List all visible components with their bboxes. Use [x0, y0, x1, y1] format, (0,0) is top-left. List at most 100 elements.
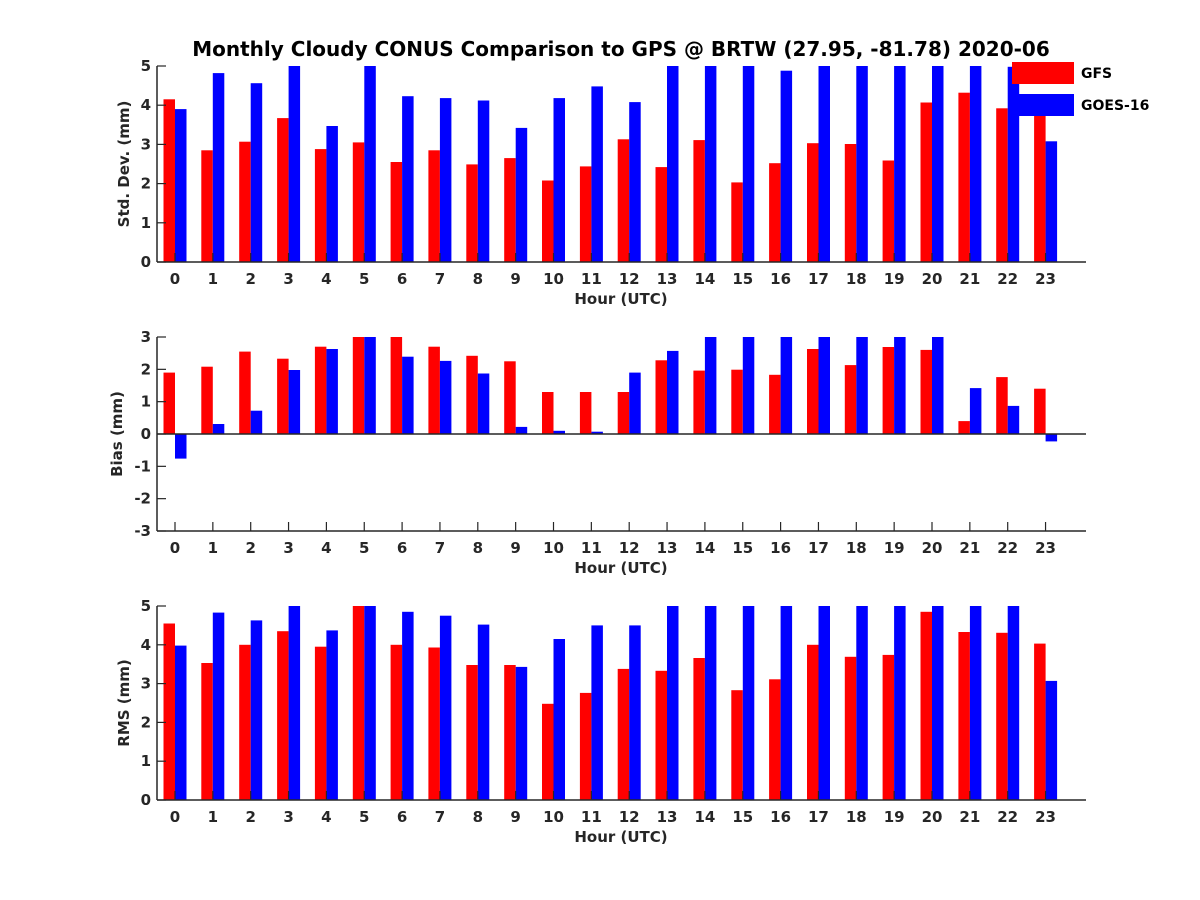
x-tick-label: 2 [245, 539, 255, 557]
x-tick-label: 5 [359, 808, 369, 826]
bar-gfs-hour-11 [579, 692, 592, 800]
bar-goes-16-hour-7 [439, 615, 452, 800]
bar-goes-16-hour-18 [856, 337, 868, 434]
x-tick-label: 18 [846, 808, 867, 826]
bar-goes-16-hour-21 [969, 606, 982, 800]
bar-goes-16-hour-14 [704, 337, 717, 434]
bar-gfs-hour-2 [239, 644, 251, 800]
bar-goes-16-hour-18 [856, 606, 868, 800]
x-tick-label: 11 [581, 808, 602, 826]
bar-goes-16-hour-8 [477, 100, 490, 262]
bar-gfs-hour-4 [314, 646, 327, 800]
bar-goes-16-hour-10 [553, 639, 565, 800]
bar-goes-16-hour-16 [780, 337, 793, 434]
bar-gfs-hour-23 [1034, 388, 1046, 434]
legend-swatch-goes-16 [1012, 94, 1074, 116]
x-tick-label: 13 [657, 539, 678, 557]
x-tick-label: 9 [510, 270, 520, 288]
x-tick-label: 5 [359, 539, 369, 557]
bar-gfs-hour-10 [542, 180, 554, 262]
bar-goes-16-hour-20 [932, 337, 944, 434]
bar-goes-16-hour-4 [326, 126, 338, 262]
bar-gfs-hour-21 [958, 632, 970, 800]
bar-gfs-hour-19 [882, 160, 895, 262]
y-tick-label: 1 [141, 393, 151, 411]
bar-gfs-hour-3 [277, 631, 289, 800]
x-tick-label: 18 [846, 270, 867, 288]
bar-goes-16-hour-2 [250, 410, 263, 434]
y-tick-label: 2 [141, 360, 151, 378]
bar-gfs-hour-14 [693, 370, 705, 434]
bar-goes-16-hour-10 [553, 430, 565, 434]
x-tick-label: 7 [435, 808, 445, 826]
x-tick-label: 15 [732, 808, 753, 826]
bar-goes-16-hour-8 [477, 373, 490, 434]
bar-goes-16-hour-19 [894, 337, 906, 434]
y-tick-label: -2 [134, 490, 151, 508]
bar-gfs-hour-10 [542, 703, 554, 800]
x-tick-label: 13 [657, 270, 678, 288]
bar-gfs-hour-12 [617, 139, 630, 262]
bar-goes-16-hour-12 [629, 102, 641, 262]
bar-gfs-hour-12 [617, 668, 630, 800]
bar-gfs-hour-5 [352, 337, 365, 434]
bar-goes-16-hour-15 [742, 337, 755, 434]
bar-goes-16-hour-1 [212, 73, 225, 262]
bar-gfs-hour-14 [693, 658, 705, 800]
y-axis-label: RMS (mm) [115, 659, 133, 746]
y-tick-label: 3 [141, 328, 151, 346]
x-tick-label: 8 [473, 808, 483, 826]
x-tick-label: 1 [208, 808, 218, 826]
bar-gfs-hour-6 [390, 162, 403, 262]
bar-goes-16-hour-10 [553, 98, 565, 262]
x-tick-label: 11 [581, 539, 602, 557]
x-tick-label: 8 [473, 270, 483, 288]
bar-gfs-hour-6 [390, 337, 403, 434]
bar-goes-16-hour-14 [704, 606, 717, 800]
x-tick-label: 10 [543, 270, 564, 288]
bar-goes-16-hour-1 [212, 424, 225, 434]
x-tick-label: 11 [581, 270, 602, 288]
y-tick-label: 2 [141, 713, 151, 731]
bar-gfs-hour-20 [920, 349, 932, 434]
y-tick-label: 5 [141, 597, 151, 615]
bar-gfs-hour-1 [201, 150, 213, 262]
bar-goes-16-hour-20 [932, 606, 944, 800]
x-tick-label: 3 [283, 270, 293, 288]
y-tick-label: 0 [141, 791, 151, 809]
x-tick-label: 20 [922, 270, 943, 288]
x-tick-label: 9 [510, 539, 520, 557]
x-tick-label: 18 [846, 539, 867, 557]
x-tick-label: 14 [694, 539, 715, 557]
x-tick-label: 0 [170, 539, 180, 557]
x-tick-label: 6 [397, 270, 407, 288]
x-tick-label: 13 [657, 808, 678, 826]
bar-goes-16-hour-8 [477, 624, 490, 800]
x-tick-label: 14 [694, 270, 715, 288]
bar-goes-16-hour-22 [1007, 606, 1020, 800]
x-tick-label: 20 [922, 539, 943, 557]
bar-goes-16-hour-5 [364, 606, 376, 800]
bar-goes-16-hour-9 [515, 127, 528, 263]
x-tick-label: 9 [510, 808, 520, 826]
x-tick-label: 19 [884, 808, 905, 826]
bar-gfs-hour-9 [504, 665, 516, 800]
x-tick-label: 7 [435, 539, 445, 557]
bar-goes-16-hour-18 [856, 66, 868, 262]
bar-gfs-hour-11 [579, 166, 592, 262]
y-axis-label: Bias (mm) [108, 391, 126, 477]
x-tick-label: 7 [435, 270, 445, 288]
bar-goes-16-hour-20 [932, 66, 944, 262]
bar-goes-16-hour-19 [894, 66, 906, 262]
legend-label-goes-16: GOES-16 [1081, 98, 1149, 114]
x-tick-label: 6 [397, 539, 407, 557]
bar-gfs-hour-7 [428, 346, 440, 434]
x-tick-label: 20 [922, 808, 943, 826]
bar-gfs-hour-20 [920, 102, 932, 262]
bar-gfs-hour-23 [1034, 109, 1046, 262]
bar-gfs-hour-19 [882, 347, 895, 434]
y-tick-label: 0 [141, 425, 151, 443]
